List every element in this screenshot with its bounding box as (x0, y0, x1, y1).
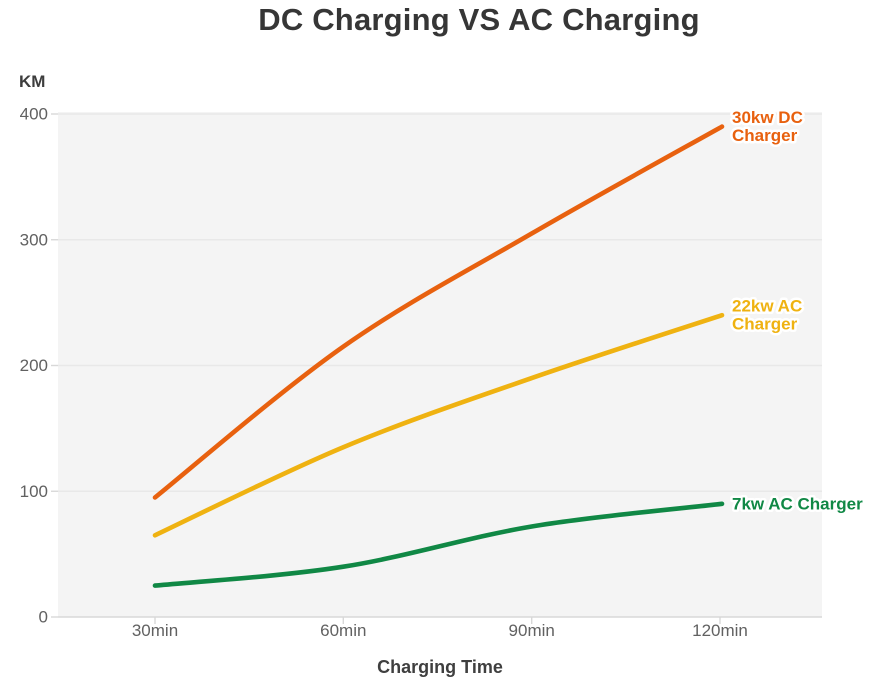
x-axis-title: Charging Time (377, 657, 503, 677)
series-line-7kw-ac-charger (152, 501, 725, 588)
series-label-22kw-ac-charger: 22kw AC (732, 297, 802, 316)
y-tick-label: 400 (20, 105, 48, 124)
y-tick-label: 200 (20, 356, 48, 375)
y-tick-label: 0 (39, 608, 48, 627)
x-tick-label: 60min (320, 621, 366, 640)
chart-title: DC Charging VS AC Charging (258, 2, 700, 37)
series-label-7kw-ac-charger: 7kw AC Charger (732, 494, 863, 513)
series-label-30kw-dc-charger: Charger (732, 126, 798, 145)
series-label-22kw-ac-charger: Charger (732, 315, 798, 334)
x-tick-label: 30min (132, 621, 178, 640)
y-tick-label: 100 (20, 482, 48, 501)
x-tick-label: 120min (692, 621, 748, 640)
series-line-22kw-ac-charger (152, 312, 725, 538)
y-axis-title: KM (19, 72, 46, 91)
plot-area (58, 112, 822, 617)
y-tick-label: 300 (20, 230, 48, 249)
series-label-30kw-dc-charger: 30kw DC (732, 108, 803, 127)
x-tick-label: 90min (509, 621, 555, 640)
series-line-30kw-dc-charger (152, 124, 725, 500)
